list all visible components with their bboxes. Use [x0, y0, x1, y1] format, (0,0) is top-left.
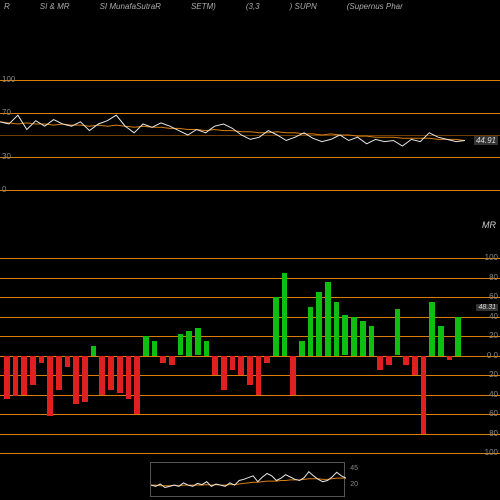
axis-label: 60 [489, 292, 498, 301]
hdr-6: (Supernus Phar [347, 2, 403, 12]
bar [178, 334, 184, 355]
rsi-panel: 0307010044.91 [0, 80, 500, 190]
mini-axis-label: 45 [350, 465, 358, 472]
grid-line [0, 453, 500, 454]
bar-container [4, 258, 465, 453]
bar [351, 317, 357, 356]
value-tag: 44.91 [474, 136, 498, 145]
bar [403, 356, 409, 366]
hdr-5: ) SUPN [290, 2, 317, 12]
bar [282, 273, 288, 356]
axis-label: 40 [489, 390, 498, 399]
axis-label: 60 [489, 409, 498, 418]
bar [299, 341, 305, 356]
bar [91, 346, 97, 356]
bar [39, 356, 45, 364]
bar [308, 307, 314, 356]
bar [30, 356, 36, 385]
grid-line [0, 190, 500, 191]
bar [264, 356, 270, 364]
bar [256, 356, 262, 395]
bar [126, 356, 132, 400]
hdr-2: SI MunafaSutraR [100, 2, 161, 12]
bar [143, 336, 149, 356]
bar [395, 309, 401, 356]
bar [160, 356, 166, 364]
bar [247, 356, 253, 385]
bar [152, 341, 158, 356]
axis-label: 0 0 [487, 351, 498, 360]
axis-label: 80 [489, 273, 498, 282]
bar [169, 356, 175, 366]
bar [56, 356, 62, 390]
bar [377, 356, 383, 371]
bar [4, 356, 10, 400]
bar [230, 356, 236, 371]
bar [316, 292, 322, 355]
bar [117, 356, 123, 393]
bar [47, 356, 53, 416]
axis-label: 40 [489, 312, 498, 321]
bar [438, 326, 444, 355]
axis-label: 100 [485, 448, 498, 457]
hdr-3: SETM) [191, 2, 216, 12]
bar [325, 282, 331, 355]
axis-label: 100 [485, 253, 498, 262]
bar [99, 356, 105, 395]
bar [273, 297, 279, 356]
bar [221, 356, 227, 390]
bar [65, 356, 71, 368]
bar [134, 356, 140, 415]
oscillator-panel: 100806040200 02040608010048.31 [0, 258, 500, 453]
bar [108, 356, 114, 390]
bar [73, 356, 79, 405]
hdr-0: R [4, 2, 10, 12]
bar [290, 356, 296, 395]
bar [342, 315, 348, 356]
mini-axis-label: 20 [350, 481, 358, 488]
bar [421, 356, 427, 434]
mini-panel: 4520 [150, 462, 345, 497]
bar [447, 356, 453, 361]
axis-label: 20 [489, 370, 498, 379]
mini-svg [151, 463, 346, 498]
value-tag: 48.31 [476, 304, 498, 311]
bar [455, 317, 461, 356]
axis-label: 80 [489, 429, 498, 438]
mr-label: MR [482, 220, 496, 230]
hdr-4: (3,3 [246, 2, 260, 12]
hdr-1: SI & MR [40, 2, 70, 12]
bar [13, 356, 19, 397]
bar [369, 326, 375, 355]
bar [386, 356, 392, 366]
bar [186, 331, 192, 355]
bar [412, 356, 418, 376]
bar [212, 356, 218, 376]
line-chart-svg [0, 80, 465, 190]
chart-header: R SI & MR SI MunafaSutraR SETM) (3,3 ) S… [0, 0, 500, 14]
axis-label: 20 [489, 331, 498, 340]
bar [204, 341, 210, 356]
bar [360, 321, 366, 355]
bar [429, 302, 435, 356]
bar [21, 356, 27, 395]
bar [334, 302, 340, 356]
bar [238, 356, 244, 376]
bar [82, 356, 88, 403]
bar [195, 328, 201, 355]
